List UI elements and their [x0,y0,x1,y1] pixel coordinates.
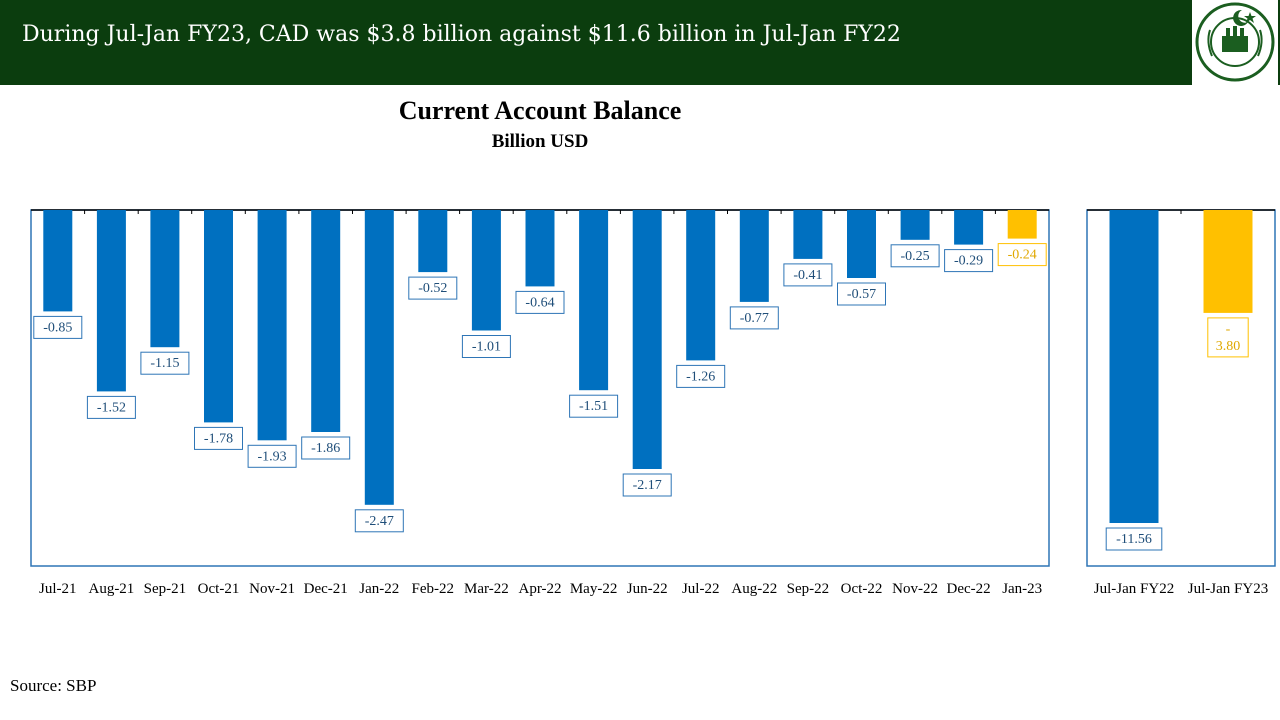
data-label-box [783,263,833,287]
bar-sep-21 [150,210,180,348]
data-label-box [1207,317,1249,358]
data-label: - [1226,322,1231,337]
data-label-box [408,276,458,300]
x-tick-label: Jun-22 [627,581,668,597]
bar-jan-23 [1007,210,1037,239]
data-label-box [997,243,1047,267]
data-label-box [944,249,994,273]
data-label: 3.80 [1216,339,1241,354]
data-label: -1.86 [311,441,340,456]
x-tick-label: Jul-Jan FY23 [1188,581,1268,597]
data-label-box [194,426,243,450]
bar-oct-22 [847,210,876,278]
x-tick-label: Jul-21 [39,581,77,597]
bar-jul-jan-fy22 [1109,210,1159,523]
data-label-box [140,351,190,375]
x-tick-label: Sep-21 [144,581,187,597]
monthly-bars-group: -0.85 Jul-21 -1.52 Aug-21 -1.15 Sep-21 -1.78 Oc… [33,210,1047,597]
data-label-box [676,364,726,388]
data-label-box [247,444,297,468]
data-label: -1.78 [204,431,233,446]
x-tick-label: Apr-22 [518,581,561,597]
bar-jun-22 [632,210,662,469]
data-label-box [301,436,351,460]
x-tick-label: Nov-22 [892,581,938,597]
data-label: -1.15 [150,356,179,371]
x-tick-label: Dec-22 [947,581,991,597]
data-label-box [837,282,886,306]
data-label: -1.51 [579,399,608,414]
data-label-box [622,473,672,497]
bar-nov-21 [257,210,287,441]
data-label-box [1105,527,1163,551]
data-label: -0.64 [525,295,554,310]
x-tick-label: Jan-23 [1002,581,1042,597]
data-label: -1.52 [97,400,126,415]
x-tick-label: Oct-22 [841,581,883,597]
bar-jul-jan-fy23 [1203,210,1253,313]
bar-mar-22 [471,210,501,331]
bar-dec-21 [311,210,341,432]
bar-may-22 [579,210,609,391]
x-tick-label: Jul-Jan FY22 [1094,581,1174,597]
bar-oct-21 [204,210,233,423]
bar-aug-21 [96,210,126,392]
data-label: -0.57 [847,287,876,302]
sbp-logo [1192,0,1278,85]
data-label: -0.85 [43,320,72,335]
x-tick-label: Dec-21 [304,581,348,597]
data-label: -0.24 [1008,248,1037,263]
data-label: -2.47 [365,514,394,529]
x-tick-label: Sep-22 [787,581,830,597]
data-label: -1.01 [472,340,501,355]
sbp-seal-icon [1195,2,1275,82]
x-tick-label: Oct-21 [198,581,240,597]
bar-aug-22 [739,210,769,302]
data-label: -11.56 [1116,532,1152,547]
data-label: -1.93 [258,449,287,464]
bar-jul-21 [43,210,73,312]
chart-subtitle: Billion USD [491,131,589,152]
x-tick-label: Feb-22 [412,581,455,597]
data-label: -1.26 [686,369,715,384]
bar-apr-22 [525,210,555,287]
source-note: Source: SBP [10,676,97,695]
data-label-box [569,394,619,418]
bar-feb-22 [418,210,448,273]
x-tick-label: Nov-21 [249,581,295,597]
data-label-box [890,244,940,268]
bar-nov-22 [900,210,930,240]
bar-jul-22 [686,210,716,361]
bar-sep-22 [793,210,823,259]
data-label-box [729,306,779,330]
x-tick-label: Aug-21 [88,581,134,597]
bar-dec-22 [954,210,984,245]
data-label-box [461,335,511,358]
data-label-box [354,509,404,533]
data-label: -2.17 [633,478,662,493]
slide-headline: During Jul-Jan FY23, CAD was $3.8 billio… [22,22,901,47]
data-label-box [33,315,83,339]
data-label-box [515,290,565,314]
cumulative-bars-group: -11.56 Jul-Jan FY22 - 3.80 Jul-Jan FY23 [1094,210,1268,597]
x-tick-label: Jan-22 [359,581,399,597]
data-label: -0.29 [954,254,983,269]
x-tick-label: Jul-22 [682,581,720,597]
x-tick-label: Mar-22 [464,581,509,597]
data-label: -0.52 [418,281,447,296]
data-label: -0.25 [901,249,930,264]
data-label-box [86,395,136,419]
data-label: -0.77 [740,311,769,326]
header-bar: During Jul-Jan FY23, CAD was $3.8 billio… [0,0,1280,85]
bar-jan-22 [364,210,394,505]
chart-title: Current Account Balance [398,96,682,125]
x-tick-label: May-22 [570,581,618,597]
x-tick-label: Aug-22 [731,581,777,597]
data-label: -0.41 [793,268,822,283]
